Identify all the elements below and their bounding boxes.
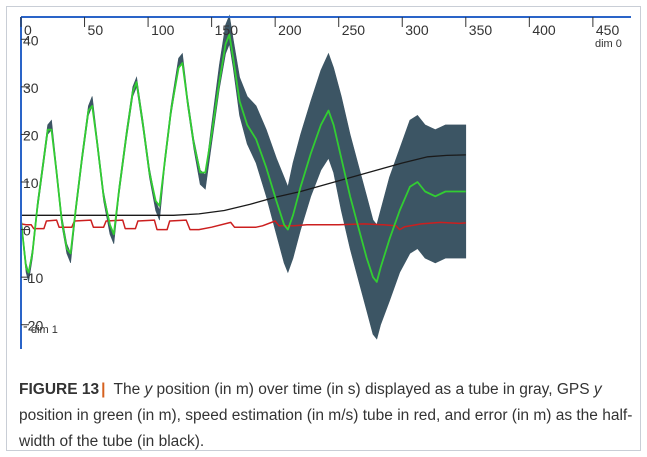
y-tick-label: -20 xyxy=(23,318,43,334)
y-tick-label: 0 xyxy=(23,223,31,239)
caption-text-3: position in green (in m), speed estimati… xyxy=(19,407,633,450)
x-tick-label: 0 xyxy=(24,22,32,38)
x-tick-label: 250 xyxy=(342,22,366,38)
x-tick-label: 50 xyxy=(88,22,104,38)
y-tick-label: -10 xyxy=(23,270,43,286)
error-line xyxy=(21,154,466,216)
figure-caption: FIGURE 13 | The y position (in m) over ti… xyxy=(19,377,639,455)
caption-variable-y-gps: y xyxy=(593,381,602,398)
x-tick-label: 300 xyxy=(405,22,429,38)
x-axis-label: dim 0 xyxy=(595,38,622,50)
x-tick-label: 450 xyxy=(596,22,620,38)
y-tick-label: 40 xyxy=(23,32,39,48)
x-tick-label: 150 xyxy=(215,22,239,38)
caption-text-1: The xyxy=(109,381,145,398)
caption-separator: | xyxy=(101,381,106,398)
plot-area: 0 50 100 150 200 250 300 350 400 450403020100-10-… xyxy=(20,14,631,349)
y-axis-label: dim 1 xyxy=(31,324,58,336)
y-tick-label: 20 xyxy=(23,127,39,143)
y-tick-label: 30 xyxy=(23,80,39,96)
x-tick-label: 400 xyxy=(532,22,556,38)
position-tube-band xyxy=(20,14,467,340)
gps-y-line xyxy=(20,33,466,283)
x-tick-label: 200 xyxy=(278,22,302,38)
caption-variable-y: y xyxy=(144,381,153,398)
x-tick-label: 100 xyxy=(151,22,175,38)
chart: 0 50 100 150 200 250 300 350 400 450403020100-10-… xyxy=(20,14,631,349)
figure-label: FIGURE 13 xyxy=(19,381,100,398)
y-tick-label: 10 xyxy=(23,175,39,191)
x-tick-label: 350 xyxy=(469,22,493,38)
caption-text-2: position (in m) over time (in s) display… xyxy=(152,381,594,398)
figure-frame: 0 50 100 150 200 250 300 350 400 450 40 30 20 10 0 -10-… xyxy=(6,6,641,451)
